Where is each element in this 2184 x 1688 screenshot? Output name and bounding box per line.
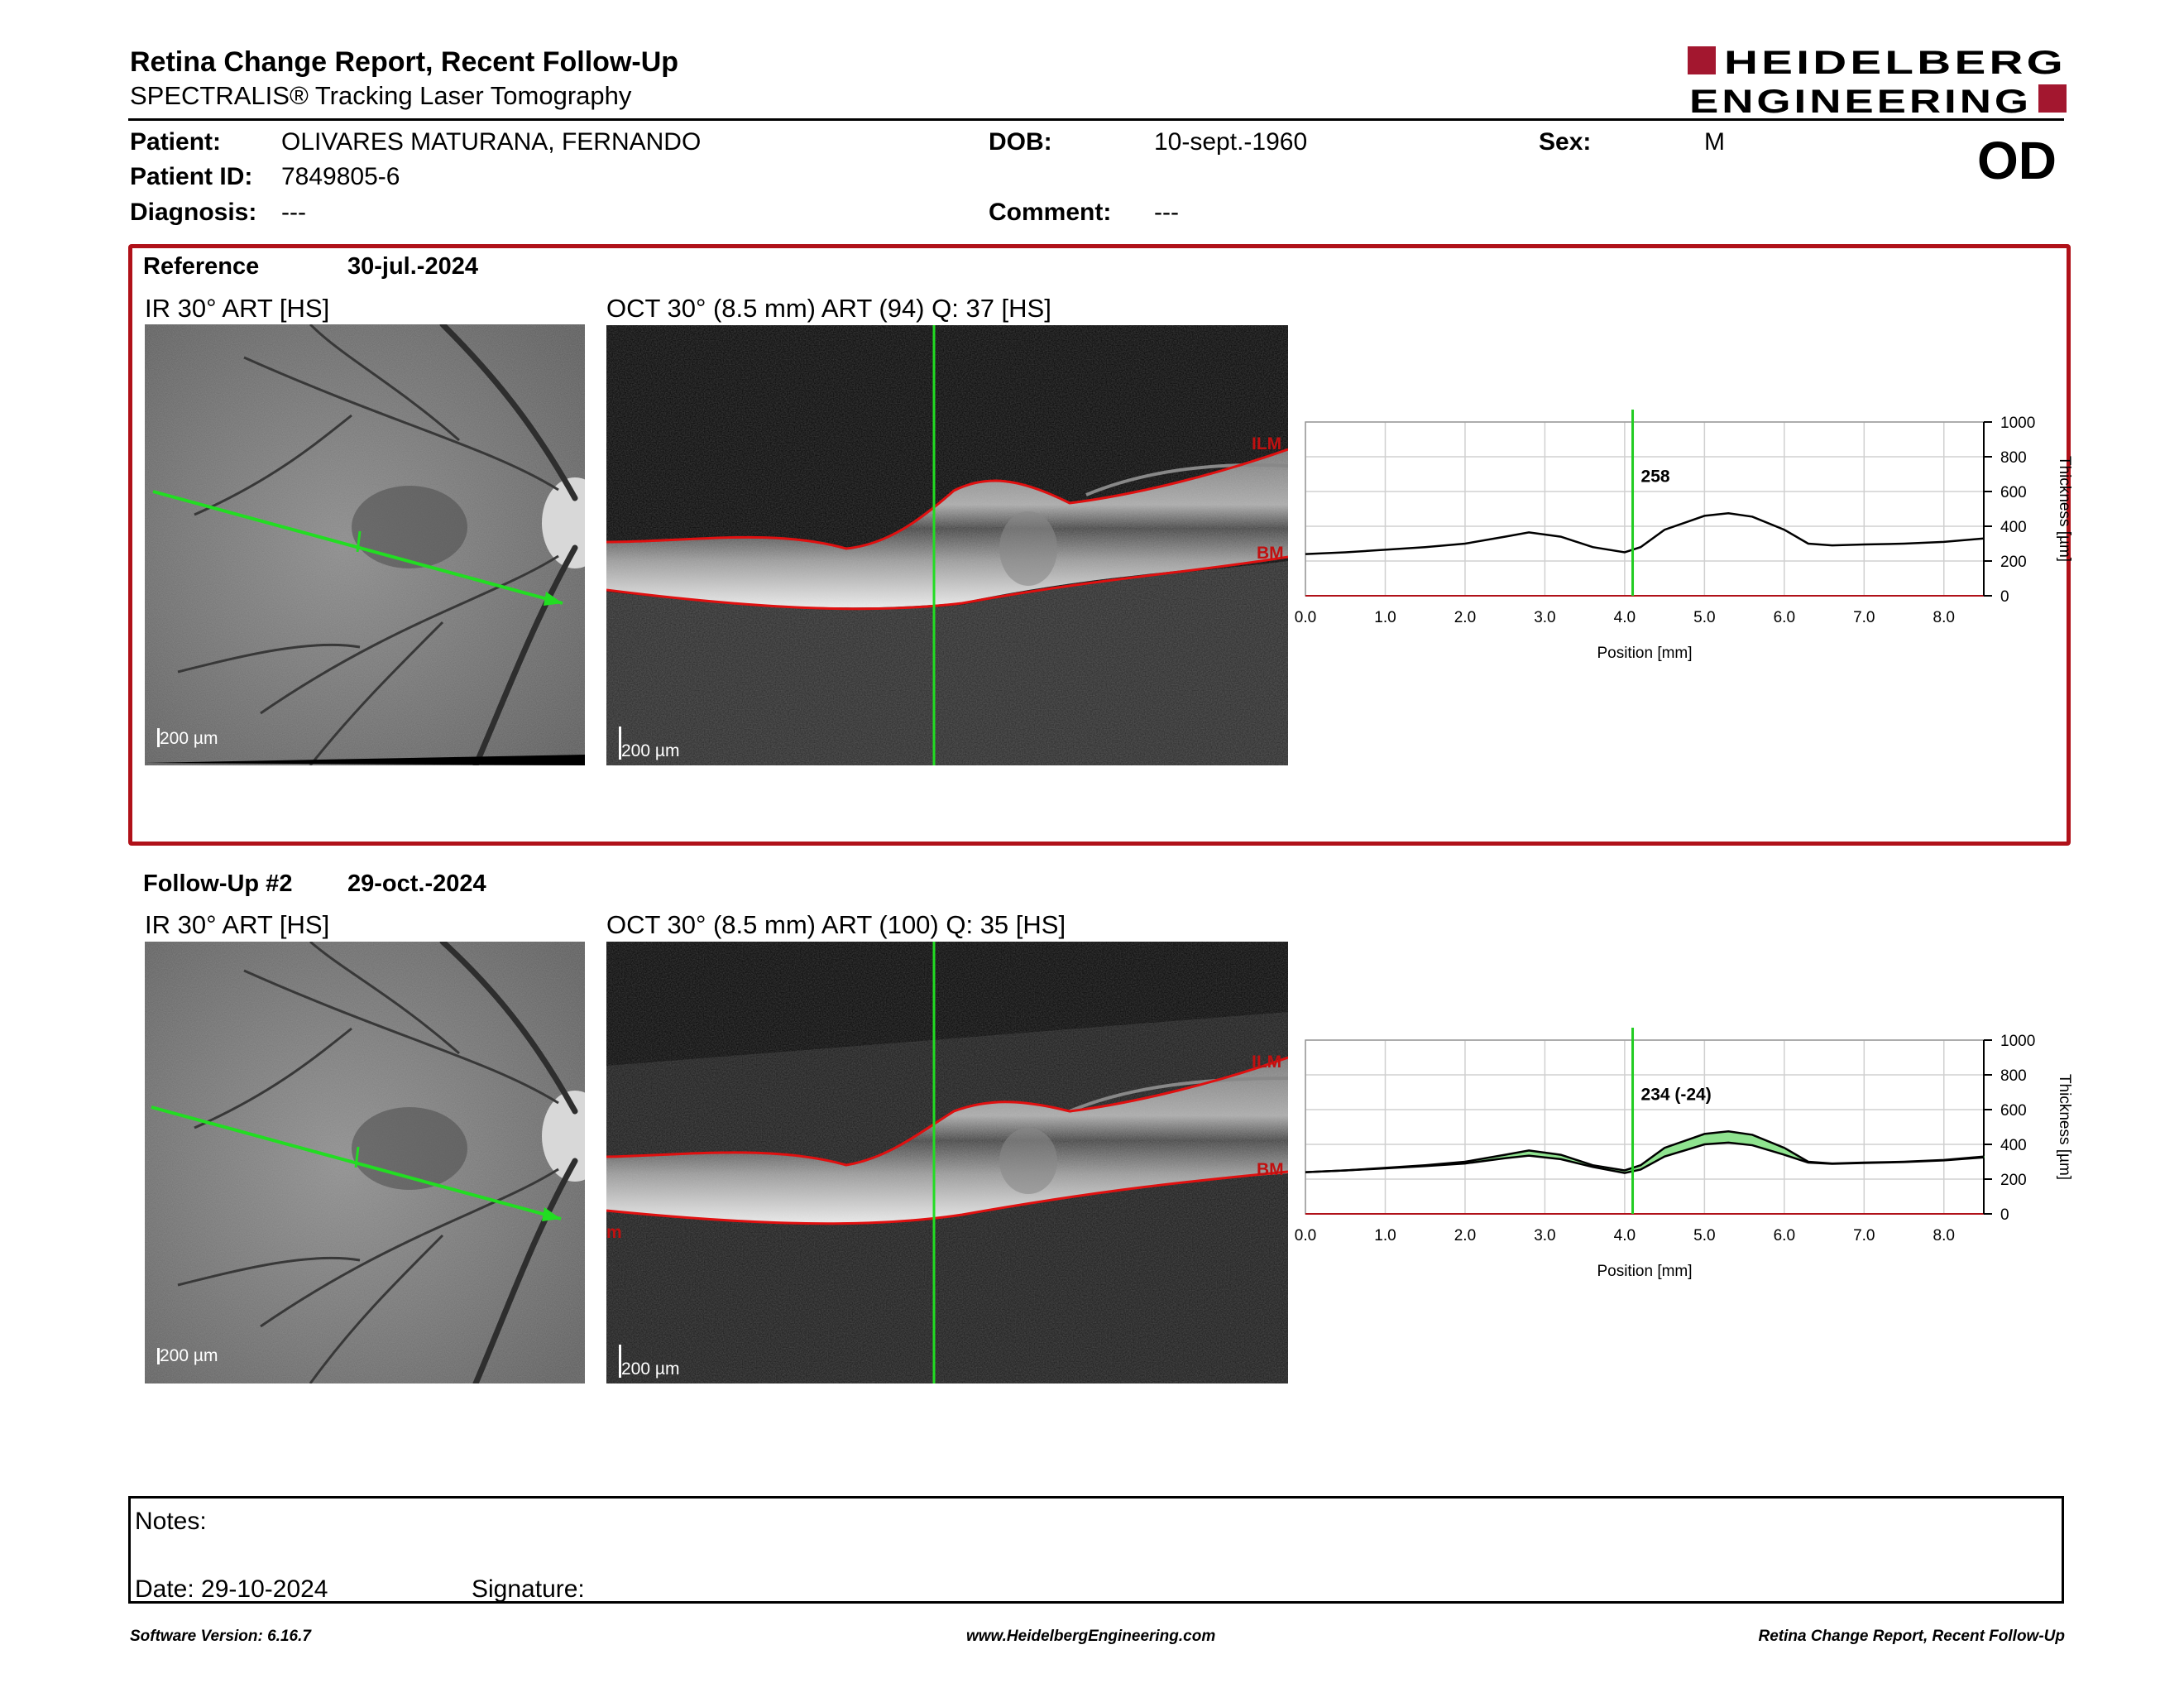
patient-id: 7849805-6 — [281, 163, 400, 190]
notes-label: Notes: — [135, 1508, 207, 1535]
sex-value: M — [1704, 128, 1725, 156]
reference-ir-fundus-image[interactable] — [145, 324, 585, 765]
patient-label: Patient: — [130, 128, 222, 156]
y-tick-label: 600 — [2000, 484, 2027, 501]
followup-bm-label: BM — [1257, 1160, 1284, 1179]
thickness-series-line — [1305, 1141, 1985, 1174]
svg-text:HEIDELBERG: HEIDELBERG — [1724, 45, 2067, 81]
x-tick-label: 6.0 — [1774, 609, 1795, 626]
x-tick-label: 5.0 — [1693, 609, 1715, 626]
cursor-thickness-label: 234 (-24) — [1641, 1085, 1712, 1104]
x-tick-label: 1.0 — [1374, 609, 1396, 626]
y-tick-label: 200 — [2000, 1172, 2027, 1189]
dob-label: DOB: — [989, 128, 1052, 156]
notes-date: Date: 29-10-2024 — [135, 1575, 328, 1603]
y-tick-label: 800 — [2000, 1067, 2027, 1085]
diagnosis-value: --- — [281, 199, 306, 226]
sex-label: Sex: — [1539, 128, 1592, 156]
plot-frame — [1305, 421, 1985, 597]
followup-ir-caption: IR 30° ART [HS] — [145, 910, 330, 939]
followup-ir-fundus-image[interactable] — [145, 942, 585, 1383]
followup-edge-label: m — [606, 1223, 622, 1242]
followup-ir-scale-bar: 200 µm — [157, 1346, 218, 1366]
y-tick-label: 800 — [2000, 449, 2027, 467]
footer-software-version: Software Version: 6.16.7 — [130, 1628, 311, 1645]
y-tick-label: 1000 — [2000, 1033, 2035, 1050]
comment-value: --- — [1154, 199, 1179, 226]
y-tick-label: 600 — [2000, 1102, 2027, 1120]
y-tick-label: 0 — [2000, 588, 2009, 606]
followup-thickness-chart[interactable]: 0 200 400 600 800 1000 0.0 1.0 2.0 3.0 4.0 5.0 6.0 7.… — [1291, 1028, 2085, 1309]
reference-panel — [128, 244, 2071, 846]
followup-oct-bscan-image[interactable]: ILM BM m — [606, 942, 1288, 1383]
x-tick-label: 0.0 — [1295, 1227, 1316, 1244]
header-divider — [128, 118, 2064, 121]
diagnosis-label: Diagnosis: — [130, 199, 257, 226]
x-tick-label: 4.0 — [1614, 1227, 1636, 1244]
y-tick-label: 200 — [2000, 554, 2027, 571]
footer-report-name: Retina Change Report, Recent Follow-Up — [1758, 1628, 2065, 1645]
company-logo: HEIDELBERG ENGINEERING — [1688, 45, 2068, 120]
reference-date: 30-jul.-2024 — [347, 253, 478, 280]
y-tick-label: 400 — [2000, 519, 2027, 536]
reference-ilm-label: ILM — [1252, 434, 1281, 453]
reference-label: Reference — [143, 253, 260, 280]
reference-ir-caption: IR 30° ART [HS] — [145, 294, 330, 323]
reference-oct-caption: OCT 30° (8.5 mm) ART (94) Q: 37 [HS] — [606, 294, 1051, 323]
x-tick-label: 7.0 — [1853, 1227, 1875, 1244]
followup-date: 29-oct.-2024 — [347, 870, 486, 897]
x-tick-label: 8.0 — [1933, 1227, 1955, 1244]
thickness-series-line — [1305, 511, 1985, 555]
followup-ilm-label: ILM — [1252, 1053, 1281, 1072]
followup-oct-caption: OCT 30° (8.5 mm) ART (100) Q: 35 [HS] — [606, 910, 1066, 939]
reference-oct-scale-bar: 200 µm — [619, 727, 679, 761]
x-tick-label: 8.0 — [1933, 609, 1955, 626]
y-tick-label: 400 — [2000, 1137, 2027, 1154]
report-title: Retina Change Report, Recent Follow-Up — [130, 46, 679, 78]
x-tick-label: 7.0 — [1853, 609, 1875, 626]
x-tick-label: 6.0 — [1774, 1227, 1795, 1244]
x-tick-label: 3.0 — [1534, 609, 1555, 626]
reference-thickness-chart[interactable]: 0 200 400 600 800 1000 0.0 1.0 2.0 3.0 4.0 5.0 6.0 7.… — [1291, 410, 2085, 691]
x-tick-label: 2.0 — [1454, 1227, 1476, 1244]
followup-oct-scale-bar: 200 µm — [619, 1345, 679, 1379]
eye-indicator: OD — [1977, 131, 2057, 190]
y-axis-label: Thickness [µm] — [2056, 456, 2073, 562]
followup-label: Follow-Up #2 — [143, 870, 293, 897]
patient-name: OLIVARES MATURANA, FERNANDO — [281, 128, 702, 156]
reference-bm-label: BM — [1257, 544, 1284, 563]
signature-label: Signature: — [472, 1575, 585, 1603]
y-tick-label: 0 — [2000, 1206, 2009, 1224]
svg-text:ENGINEERING: ENGINEERING — [1689, 84, 2032, 116]
x-tick-label: 4.0 — [1614, 609, 1636, 626]
footer-website: www.HeidelbergEngineering.com — [966, 1628, 1216, 1645]
comment-label: Comment: — [989, 199, 1112, 226]
reference-ir-scale-bar: 200 µm — [157, 728, 218, 749]
x-tick-label: 3.0 — [1534, 1227, 1555, 1244]
y-tick-label: 1000 — [2000, 415, 2035, 432]
x-tick-label: 0.0 — [1295, 609, 1316, 626]
notes-box[interactable] — [128, 1496, 2064, 1604]
cursor-thickness-label: 258 — [1641, 467, 1670, 486]
y-axis-label: Thickness [µm] — [2056, 1074, 2073, 1180]
reference-oct-bscan-image[interactable]: ILM BM — [606, 325, 1288, 765]
x-axis-label: Position [mm] — [1597, 1263, 1692, 1280]
x-tick-label: 1.0 — [1374, 1227, 1396, 1244]
report-subtitle: SPECTRALIS® Tracking Laser Tomography — [130, 81, 632, 110]
dob-value: 10-sept.-1960 — [1154, 128, 1308, 156]
plot-frame — [1305, 1039, 1985, 1215]
x-tick-label: 5.0 — [1693, 1227, 1715, 1244]
patient-id-label: Patient ID: — [130, 163, 253, 190]
x-axis-label: Position [mm] — [1597, 645, 1692, 662]
x-tick-label: 2.0 — [1454, 609, 1476, 626]
